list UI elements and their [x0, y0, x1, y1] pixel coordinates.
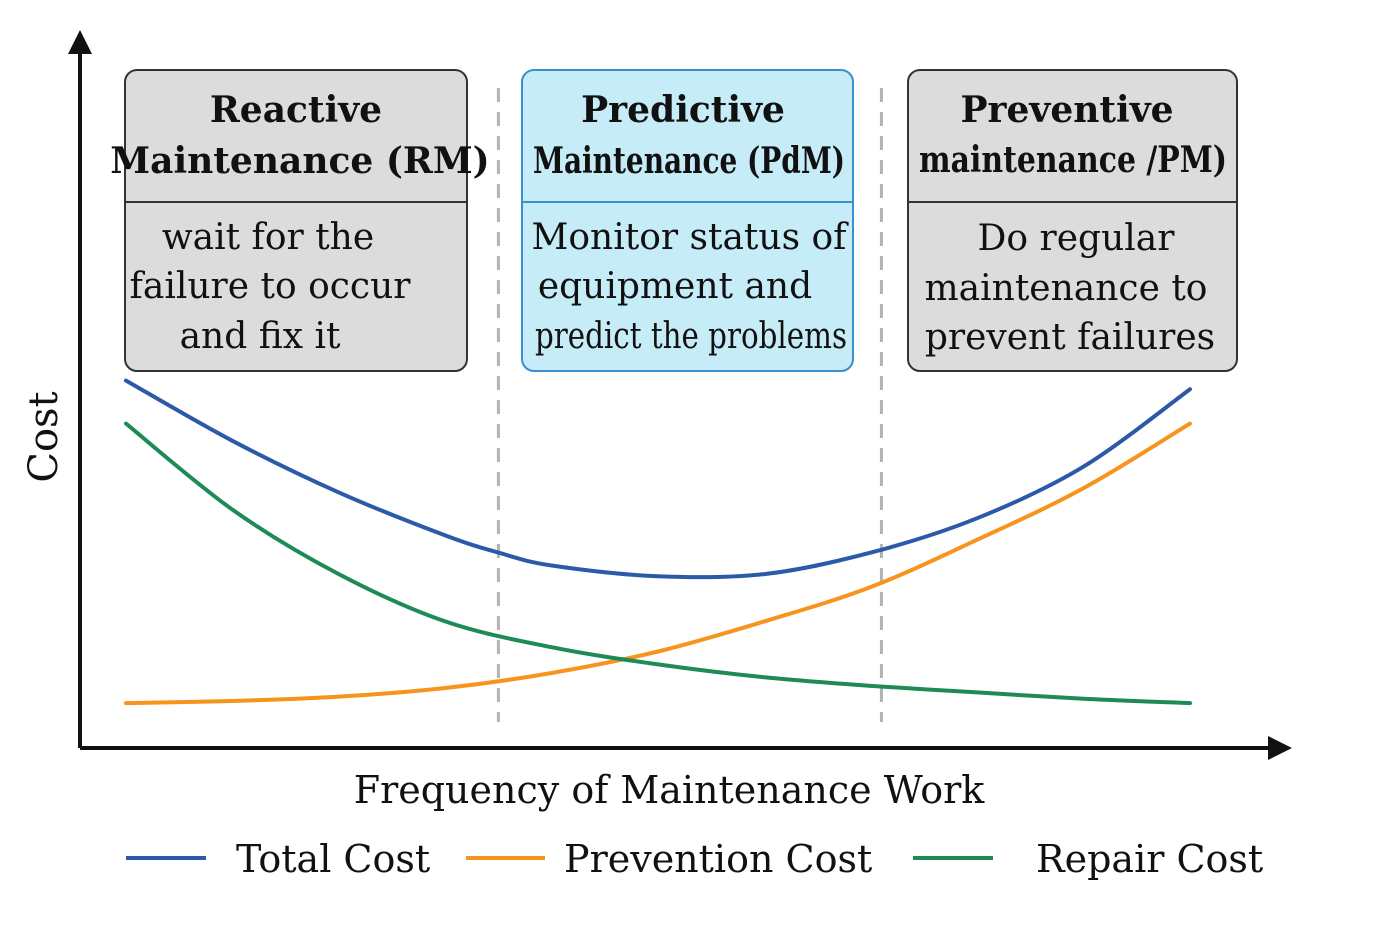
series-line-prevention-cost	[124, 421, 1192, 706]
region-desc-line: failure to occur	[130, 266, 412, 307]
region-box-reactive-bg	[124, 69, 468, 372]
legend-label-repair-cost: Repair Cost	[1036, 837, 1263, 881]
region-desc-line: prevent failures	[925, 317, 1215, 358]
series-layer	[124, 378, 1192, 706]
legend-label-prevention-cost: Prevention Cost	[564, 837, 872, 881]
region-box-predictive: Predictive Maintenance (PdM) Monitor sta…	[521, 69, 854, 372]
region-title-line1: Reactive	[210, 89, 382, 131]
region-box-predictive-bg	[521, 69, 854, 372]
region-title-line2: Maintenance (RM)	[110, 140, 489, 182]
y-axis-label: Cost	[21, 391, 67, 482]
region-title-line2: maintenance /PM)	[919, 139, 1227, 181]
region-box-preventive: Preventive maintenance /PM) Do regular m…	[907, 69, 1238, 372]
region-title-line1: Preventive	[960, 89, 1173, 131]
region-desc-line: equipment and	[538, 266, 812, 307]
region-desc-line: Monitor status of	[532, 217, 850, 258]
region-desc-line: maintenance to	[925, 268, 1208, 309]
x-axis-label: Frequency of Maintenance Work	[354, 768, 986, 812]
region-title-line2: Maintenance (PdM)	[533, 140, 845, 182]
legend: Total Cost Prevention Cost Repair Cost	[126, 837, 1263, 881]
region-title-line1: Predictive	[581, 89, 785, 131]
region-box-preventive-bg	[907, 69, 1238, 372]
region-desc-line: wait for the	[162, 217, 374, 258]
region-box-reactive: Reactive Maintenance (RM) wait for the f…	[110, 69, 490, 372]
region-desc-line: and fix it	[180, 316, 341, 357]
region-desc-line: Do regular	[978, 218, 1176, 259]
series-line-repair-cost	[124, 421, 1192, 706]
region-dividers	[496, 88, 883, 722]
series-line-total-cost	[124, 378, 1192, 580]
region-desc-line: predict the problems	[535, 316, 847, 357]
legend-label-total-cost: Total Cost	[236, 837, 430, 881]
